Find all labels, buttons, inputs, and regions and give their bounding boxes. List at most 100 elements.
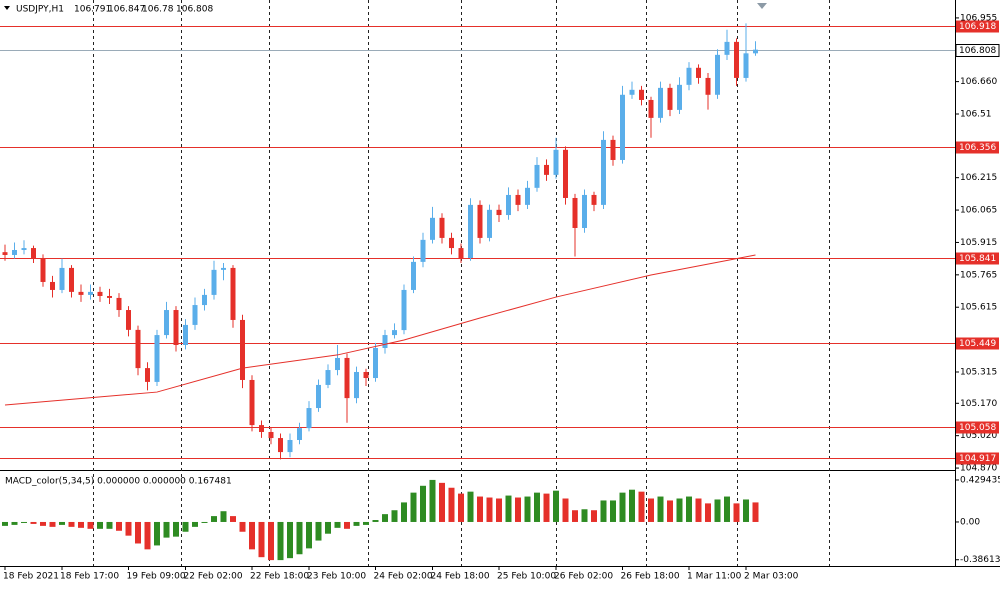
- candle-body: [582, 194, 587, 228]
- macd-bar: [714, 499, 721, 522]
- candle-body: [591, 194, 597, 205]
- macd-bar: [211, 516, 217, 522]
- candle-body: [154, 335, 160, 382]
- candle-body: [297, 428, 302, 440]
- macd-bar: [562, 498, 569, 522]
- macd-bar: [534, 492, 540, 522]
- macd-bar: [581, 509, 588, 522]
- macd-bar: [600, 500, 607, 522]
- macd-bar: [315, 521, 322, 541]
- candle-body: [97, 291, 103, 296]
- macd-bar: [249, 521, 255, 550]
- level-label: 105.449: [959, 339, 996, 349]
- candle-body: [696, 67, 701, 78]
- y-tick-label: 105.915: [960, 238, 997, 248]
- candle-body: [430, 217, 435, 240]
- x-tick-label: 18 Feb 17:00: [60, 572, 119, 582]
- candle-body: [259, 425, 264, 433]
- macd-bar: [363, 521, 369, 525]
- header-arrow[interactable]: [4, 6, 10, 10]
- macd-bar: [667, 500, 673, 522]
- level-label-box: [956, 452, 999, 465]
- macd-bar: [144, 521, 151, 550]
- macd-bar: [220, 511, 227, 522]
- macd-bar: [296, 521, 303, 555]
- macd-bar: [458, 493, 464, 522]
- macd-bar: [201, 521, 208, 523]
- candle-body: [572, 197, 578, 228]
- candle-body: [743, 53, 749, 78]
- candle-body: [221, 267, 226, 270]
- current-price-label: 106.808: [959, 46, 996, 56]
- header-low: 106.78: [142, 5, 174, 15]
- macd-bar: [619, 492, 626, 522]
- candle-body: [477, 204, 483, 238]
- macd-bar: [448, 487, 455, 522]
- macd-bar: [686, 496, 692, 522]
- candle-body: [202, 294, 207, 306]
- macd-bar: [524, 496, 531, 522]
- candle-body: [648, 99, 654, 118]
- x-tick-label: 19 Feb 09:00: [127, 572, 186, 582]
- moving-average: [4, 254, 756, 406]
- candle-body: [677, 84, 682, 110]
- macd-bar: [353, 521, 360, 526]
- macd-bar: [258, 521, 265, 558]
- macd-bar: [429, 479, 436, 522]
- candle-body: [686, 67, 692, 85]
- macd-bar: [87, 521, 94, 529]
- candle-body: [363, 371, 369, 379]
- candle-body: [88, 291, 93, 295]
- macd-bar: [695, 498, 702, 522]
- candle-body: [78, 291, 84, 295]
- x-tick-label: 23 Feb 10:00: [307, 572, 366, 582]
- macd-y-tick-label: 0.429435: [960, 475, 1000, 485]
- y-tick-label: 105.020: [960, 431, 997, 441]
- macd-bar: [287, 521, 293, 559]
- macd-bar: [724, 496, 730, 522]
- macd-bar: [268, 521, 274, 561]
- macd-bar: [68, 521, 75, 527]
- y-tick-label: 106.955: [960, 13, 997, 23]
- macd-bar: [182, 521, 189, 532]
- macd-bar: [49, 521, 56, 527]
- candle-body: [468, 204, 473, 258]
- y-tick-label: 105.170: [960, 399, 997, 409]
- level-label-box: [956, 337, 999, 350]
- candle-body: [629, 89, 635, 95]
- current-price-box: [955, 44, 1000, 57]
- macd-bar: [553, 490, 559, 522]
- macd-bar: [676, 498, 683, 522]
- macd-bar: [705, 503, 711, 522]
- y-tick-label: 105.315: [960, 367, 997, 377]
- macd-bar: [486, 497, 493, 522]
- macd-bar: [325, 521, 331, 534]
- x-tick-label: 18 Feb 2021: [3, 572, 59, 582]
- y-tick-label: 106.065: [960, 206, 997, 216]
- candle-body: [525, 187, 530, 205]
- candle-body: [183, 324, 188, 345]
- macd-bar: [515, 497, 521, 522]
- candle-body: [325, 370, 331, 385]
- level-label-box: [956, 252, 999, 265]
- candle-body: [12, 250, 17, 255]
- candle-body: [496, 209, 502, 216]
- macd-bar: [97, 521, 103, 529]
- macd-bar: [21, 521, 27, 523]
- macd-bar: [192, 521, 198, 527]
- candle-body: [50, 281, 55, 290]
- macd-bar: [78, 521, 84, 528]
- symbol-label: USDJPY,H1: [16, 5, 64, 15]
- macd-bar: [59, 521, 65, 525]
- candle-body: [639, 89, 644, 100]
- x-tick-label: 24 Feb 18:00: [431, 572, 490, 582]
- candle-body: [753, 49, 758, 54]
- macd-bar: [173, 521, 179, 537]
- shift-marker[interactable]: [757, 3, 767, 9]
- candle-body: [69, 267, 74, 292]
- candle-body: [601, 139, 606, 205]
- candle-body: [392, 330, 397, 336]
- candle-body: [59, 267, 65, 290]
- macd-bar: [733, 503, 740, 522]
